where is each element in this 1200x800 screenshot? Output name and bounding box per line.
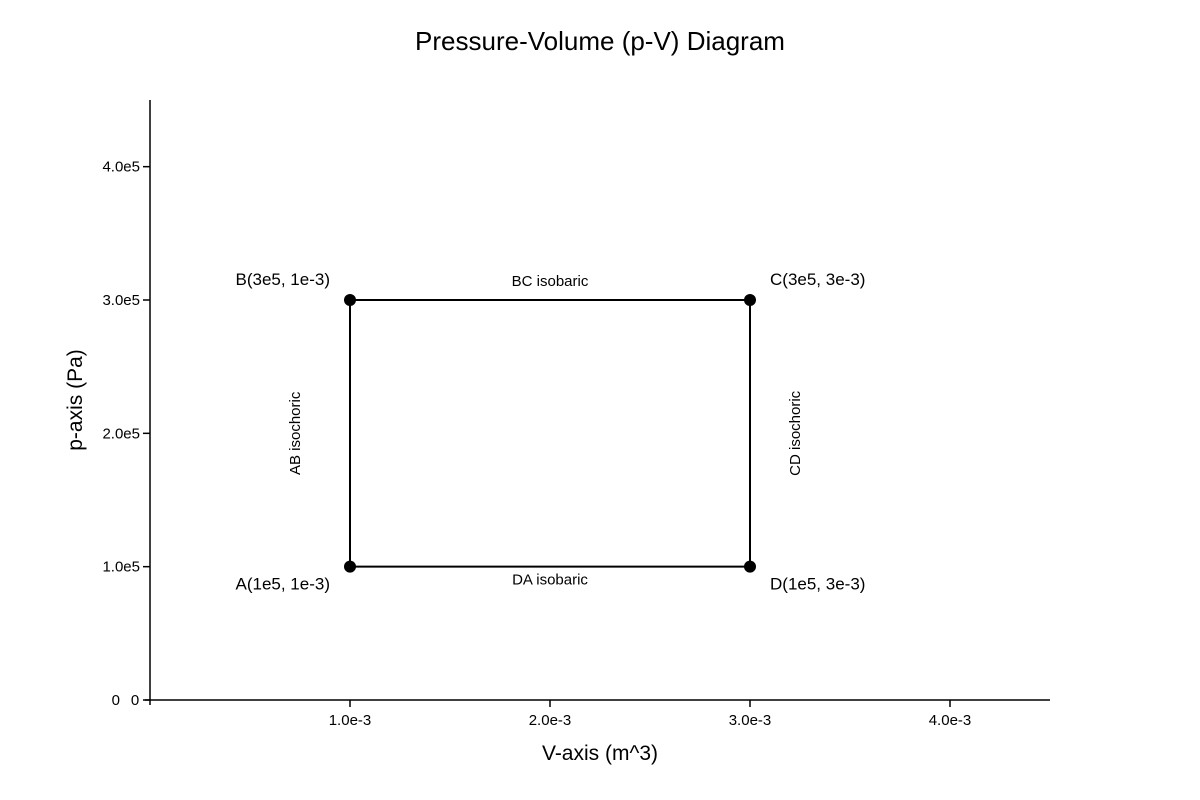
y-tick-label: 0: [112, 692, 120, 709]
y-axis-label: p-axis (Pa): [64, 349, 87, 451]
state-points: [344, 294, 756, 573]
segment-label-ab: AB isochoric: [287, 391, 304, 475]
cycle-segments: [349, 299, 751, 568]
x-tick-label: 4.0e-3: [929, 712, 972, 729]
y-tick-label: 3.0e5: [102, 292, 140, 309]
x-origin-label: 0: [131, 692, 139, 709]
point-d: [744, 560, 756, 573]
point-label-d: D(1e5, 3e-3): [770, 575, 865, 594]
point-label-c: C(3e5, 3e-3): [770, 270, 865, 289]
y-tick-label: 2.0e5: [102, 425, 140, 442]
point-label-a: A(1e5, 1e-3): [236, 575, 331, 594]
axis-ticks: 1.0e-3 2.0e-3 3.0e-3 4.0e-3 0 1.0e5 2.0e5 3.0e5…: [102, 159, 971, 729]
segment-label-bc: BC isobaric: [512, 273, 589, 290]
x-tick-label: 1.0e-3: [329, 712, 372, 729]
segment-label-cd: CD isochoric: [787, 390, 804, 476]
point-label-b: B(3e5, 1e-3): [236, 270, 331, 289]
chart-annotations: AB isochoric BC isobaric CD isochoric DA is…: [236, 270, 866, 594]
point-a: [344, 560, 356, 573]
x-axis-label: V-axis (m^3): [542, 742, 658, 765]
chart-title: Pressure-Volume (p-V) Diagram: [415, 26, 785, 56]
y-tick-label: 4.0e5: [102, 159, 140, 176]
y-tick-label: 1.0e5: [102, 559, 140, 576]
point-c: [744, 294, 756, 306]
x-tick-label: 2.0e-3: [529, 712, 572, 729]
point-b: [344, 294, 356, 306]
x-tick-label: 3.0e-3: [729, 712, 772, 729]
segment-label-da: DA isobaric: [512, 572, 588, 589]
